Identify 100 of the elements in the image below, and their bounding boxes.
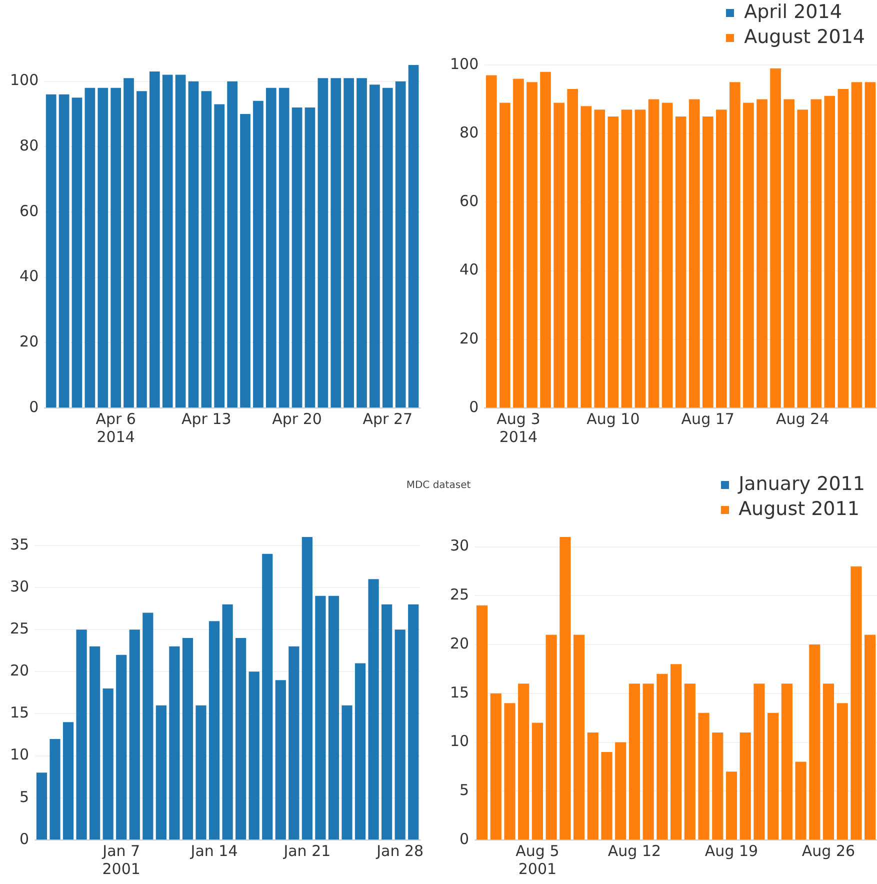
- bar: [601, 752, 612, 840]
- bar: [72, 98, 82, 408]
- bar: [634, 110, 646, 408]
- bar: [560, 537, 571, 840]
- bar: [594, 110, 606, 408]
- bar: [62, 722, 74, 840]
- bar: [58, 94, 70, 408]
- bar: [688, 99, 700, 408]
- bar: [587, 732, 598, 840]
- bar: [810, 99, 822, 408]
- bar: [573, 634, 585, 840]
- bar: [518, 684, 530, 840]
- bar: [76, 630, 87, 840]
- bar: [328, 596, 340, 840]
- bar: [395, 81, 406, 408]
- x-tick-label: Apr 27: [362, 410, 413, 428]
- y-tick-label: 30: [450, 536, 470, 555]
- bar: [476, 605, 488, 840]
- y-tick-label: 0: [29, 398, 39, 416]
- x-tick-label: Aug 3 2014: [496, 410, 540, 446]
- y-tick-label: 20: [450, 634, 470, 652]
- legend-label: August 2014: [744, 25, 865, 50]
- chart-title: MDC dataset: [406, 480, 471, 491]
- bar: [236, 638, 246, 840]
- y-tick-label: 35: [10, 535, 30, 554]
- bar: [675, 116, 686, 408]
- bar: [188, 81, 199, 408]
- bar: [726, 772, 738, 840]
- bar: [408, 65, 419, 408]
- y-tick-label: 25: [450, 586, 470, 604]
- y-tick-label: 20: [20, 332, 39, 351]
- bar: [754, 684, 765, 840]
- bar: [684, 684, 696, 840]
- x-tick-label: Aug 24: [776, 410, 830, 428]
- y-tick-label: 0: [460, 830, 470, 848]
- bar: [716, 110, 727, 408]
- bar: [770, 68, 781, 408]
- bar: [330, 78, 342, 408]
- y-tick-label: 30: [10, 577, 30, 596]
- y-tick-label: 10: [450, 732, 470, 750]
- legend-label: April 2014: [744, 0, 842, 25]
- y-tick-label: 60: [460, 192, 479, 210]
- legend-label: August 2011: [738, 497, 860, 522]
- y-tick-label: 10: [10, 746, 30, 764]
- x-tick-label: Aug 17: [681, 410, 734, 428]
- bar: [656, 674, 668, 840]
- y-tick-label: 0: [20, 830, 30, 848]
- bar: [292, 107, 302, 408]
- y-tick-label: 80: [20, 136, 39, 155]
- bar: [490, 693, 502, 840]
- bar: [836, 703, 848, 840]
- y-tick-label: 40: [20, 267, 39, 286]
- bar: [824, 96, 836, 408]
- y-tick-label: 0: [469, 398, 479, 416]
- bar: [850, 566, 862, 840]
- bar: [500, 102, 510, 408]
- bar: [90, 646, 100, 840]
- bar: [169, 646, 180, 840]
- bar: [50, 739, 60, 840]
- bar: [851, 82, 862, 408]
- bar: [46, 94, 56, 408]
- bar: [110, 88, 121, 408]
- bar: [342, 705, 352, 840]
- x-tick-label: Jan 28: [376, 842, 424, 860]
- bar: [608, 116, 619, 408]
- bar: [797, 110, 808, 408]
- y-tick-label: 5: [460, 781, 470, 800]
- bar: [809, 644, 820, 840]
- x-tick-label: Aug 5 2001: [516, 842, 560, 878]
- bar: [513, 78, 524, 408]
- bar: [730, 82, 740, 408]
- bar: [768, 712, 779, 840]
- y-tick-label: 40: [460, 260, 479, 279]
- bar: [124, 78, 134, 408]
- bar: [227, 81, 238, 408]
- bar: [253, 100, 264, 408]
- bar: [356, 78, 367, 408]
- y-tick-label: 100: [10, 71, 39, 90]
- bar: [756, 99, 768, 408]
- y-tick-label: 15: [450, 683, 470, 702]
- bar: [149, 72, 160, 408]
- bar: [486, 75, 497, 408]
- bar: [554, 102, 564, 408]
- bar: [698, 712, 710, 840]
- bar: [182, 638, 194, 840]
- bar: [240, 114, 250, 408]
- bar: [382, 604, 392, 840]
- bar: [214, 104, 225, 408]
- bar: [156, 705, 166, 840]
- bar: [540, 72, 551, 408]
- bar: [36, 772, 48, 840]
- bar: [354, 663, 366, 840]
- bar: [822, 684, 834, 840]
- y-tick-label: 60: [20, 202, 39, 220]
- y-tick-label: 5: [20, 788, 30, 806]
- bar: [642, 684, 654, 840]
- bar: [408, 604, 419, 840]
- bar: [278, 88, 290, 408]
- y-tick-label: 80: [460, 123, 479, 142]
- bar: [567, 89, 578, 408]
